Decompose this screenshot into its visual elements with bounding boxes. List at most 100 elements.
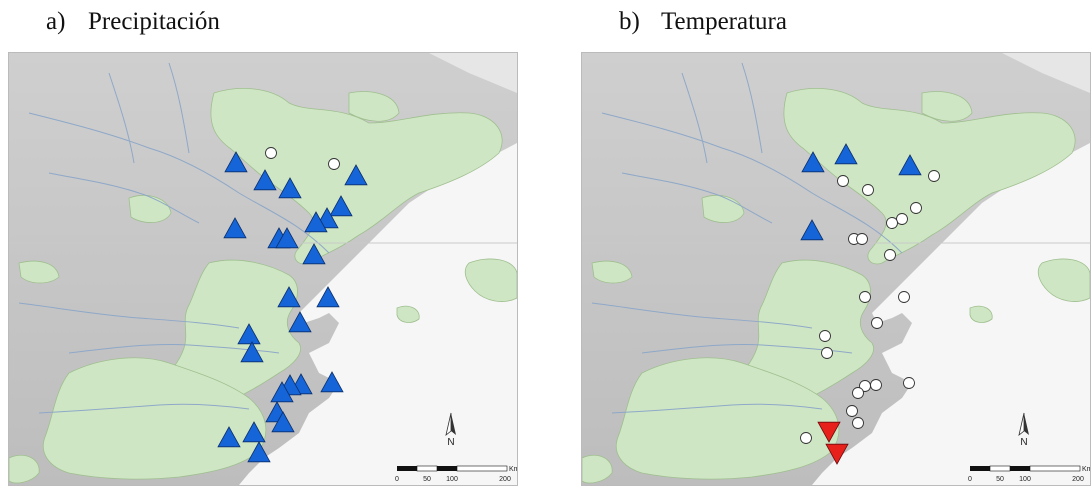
river-ebro [28, 112, 330, 254]
scale-tick-0: 0 [395, 476, 399, 483]
station-no-trend-circle [800, 432, 812, 444]
station-no-trend-circle [928, 170, 940, 182]
rivers [582, 62, 1090, 414]
north-arrow-right [1024, 413, 1029, 435]
river-north [108, 72, 135, 164]
mallorca-island [1037, 258, 1090, 302]
scale-tick-50: 50 [423, 476, 431, 483]
rivers [9, 62, 517, 414]
west-zone [591, 260, 633, 284]
scale-bar: 0 50 100 200 Km [968, 465, 1090, 483]
scale-seg-4 [456, 465, 508, 472]
southwest-zone [9, 454, 40, 484]
station-no-trend-circle [910, 202, 922, 214]
pyrenean-zone [921, 91, 973, 122]
north-arrow: N [445, 412, 456, 448]
southeast-zone [616, 357, 840, 480]
mallorca-island [464, 258, 517, 302]
station-no-trend-circle [852, 417, 864, 429]
map-a-svg: N 0 50 100 200 Km [9, 53, 517, 485]
mediterranean-sea [812, 143, 1090, 485]
station-increase-triangle [277, 286, 301, 308]
station-increase-triangle [302, 243, 326, 265]
station-increase-triangle [801, 151, 825, 173]
pyrenees-highland [582, 53, 1090, 93]
river-segura [611, 403, 823, 414]
scale-seg-1 [970, 466, 990, 471]
station-increase-triangle [237, 323, 261, 345]
station-increase-triangle [278, 177, 302, 199]
scale-seg-2 [416, 465, 438, 472]
river-north-2 [741, 62, 763, 154]
north-label: N [447, 437, 454, 448]
map-panel-a: N 0 50 100 200 Km [8, 52, 518, 486]
station-no-trend-circle [852, 387, 864, 399]
map-panel-b: N 0 50 100 200 Km [581, 52, 1091, 486]
station-increase-triangle [223, 217, 247, 239]
station-no-trend-circle [884, 249, 896, 261]
station-no-trend-circle [862, 184, 874, 196]
station-no-trend-circle [856, 233, 868, 245]
panel-a-letter: a) [46, 8, 66, 35]
river-ebro [601, 112, 903, 254]
scale-tick-100: 100 [1019, 476, 1031, 483]
station-increase-triangle [344, 164, 368, 186]
station-increase-triangle [275, 227, 299, 249]
mediterranean-sea [239, 143, 517, 485]
scale-unit: Km [509, 466, 517, 473]
scale-seg-3 [437, 466, 457, 471]
southwest-zone [582, 454, 613, 484]
station-no-trend-circle [886, 217, 898, 229]
map-b-symbols [800, 143, 940, 465]
station-no-trend-circle [896, 213, 908, 225]
map-a-symbols [217, 147, 368, 463]
scale-seg-3 [1010, 466, 1030, 471]
scale-bar: 0 50 100 200 Km [395, 465, 517, 483]
river-tributary [48, 172, 200, 224]
pyrenean-zone [348, 91, 400, 122]
scale-unit: Km [1082, 466, 1090, 473]
station-increase-triangle [329, 195, 353, 217]
station-increase-triangle [800, 219, 824, 241]
panel-a-label: Precipitación [88, 8, 220, 35]
scale-tick-50: 50 [996, 476, 1004, 483]
station-no-trend-circle [819, 330, 831, 342]
station-no-trend-circle [821, 347, 833, 359]
station-no-trend-circle [265, 147, 277, 159]
study-region [582, 88, 1090, 484]
panel-b-title: b) Temperatura [619, 8, 787, 36]
station-increase-triangle [247, 441, 271, 463]
river-tajo [18, 302, 240, 329]
station-increase-triangle [253, 169, 277, 191]
river-north-2 [168, 62, 190, 154]
station-increase-triangle [316, 286, 340, 308]
panel-a-title: a) Precipitación [46, 8, 220, 36]
river-segura [38, 403, 250, 414]
station-no-trend-circle [859, 380, 871, 392]
north-arrow-right [451, 413, 456, 435]
station-increase-triangle [271, 411, 295, 433]
panel-b-label: Temperatura [661, 8, 787, 35]
river-tajo [591, 302, 813, 329]
scale-seg-1 [397, 466, 417, 471]
station-increase-triangle [320, 371, 344, 393]
map-b-svg: N 0 50 100 200 Km [582, 53, 1090, 485]
north-arrow: N [1018, 412, 1029, 448]
river-tributary [621, 172, 773, 224]
ibiza-island [396, 305, 420, 323]
station-no-trend-circle [871, 317, 883, 329]
station-no-trend-circle [846, 405, 858, 417]
station-no-trend-circle [898, 291, 910, 303]
river-north [681, 72, 708, 164]
station-increase-triangle [898, 154, 922, 176]
station-decrease-triangle [825, 443, 849, 465]
station-increase-triangle [217, 426, 241, 448]
station-decrease-triangle [817, 421, 841, 443]
north-label: N [1020, 437, 1027, 448]
panel-b-letter: b) [619, 8, 640, 35]
station-no-trend-circle [837, 175, 849, 187]
station-increase-triangle [224, 151, 248, 173]
southeast-zone [43, 357, 267, 480]
station-no-trend-circle [859, 291, 871, 303]
scale-tick-200: 200 [1072, 476, 1084, 483]
